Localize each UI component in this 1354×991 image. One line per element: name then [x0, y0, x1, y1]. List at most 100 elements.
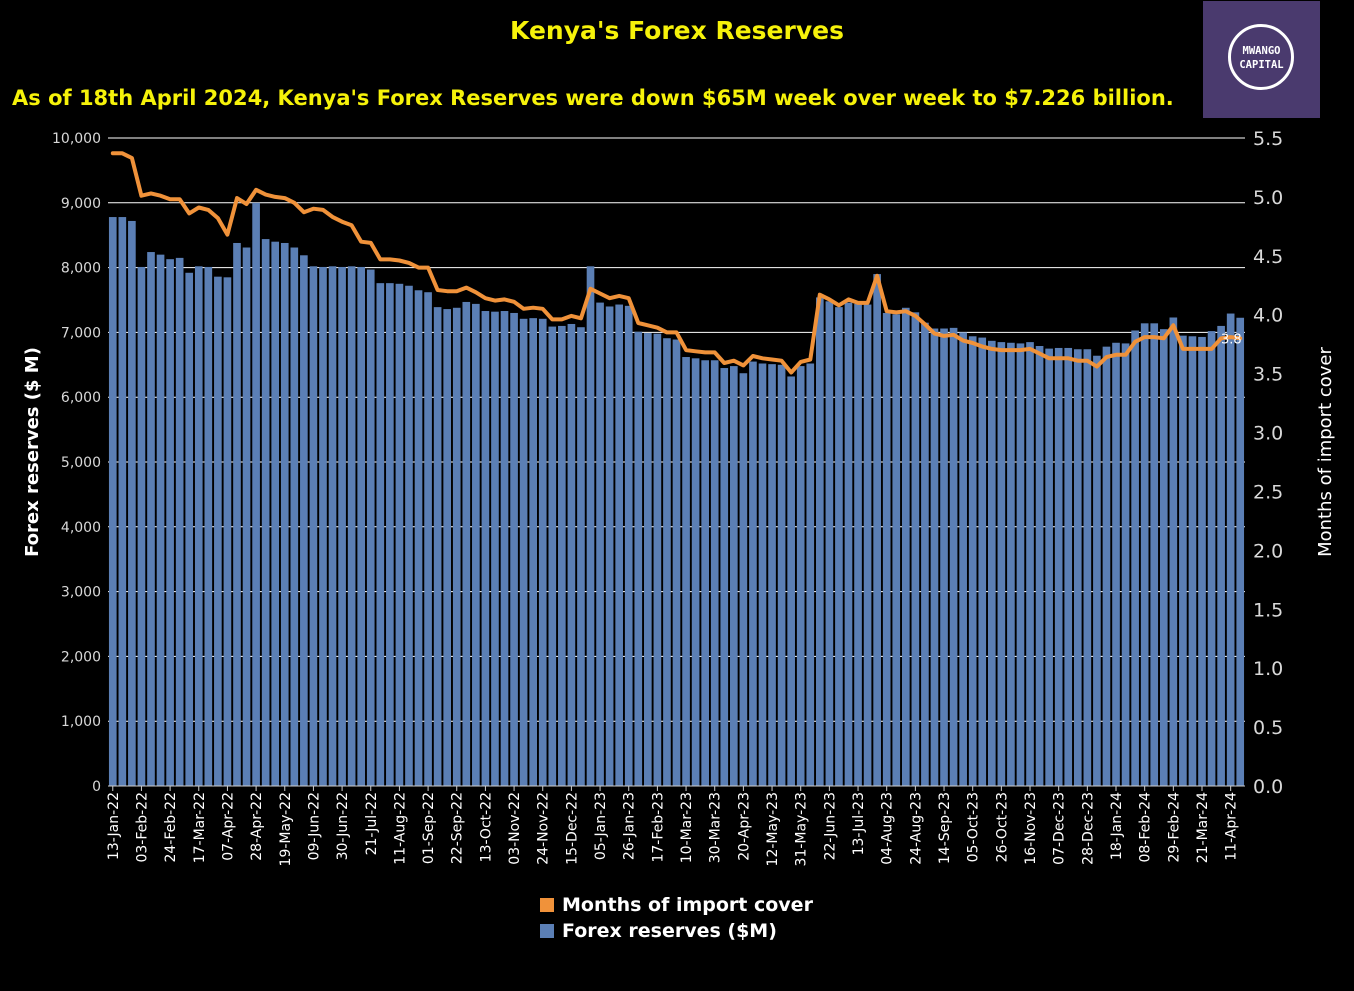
forex-bar — [1016, 343, 1025, 786]
y-axis-label: Forex reserves ($ M) — [22, 347, 43, 557]
import-cover-line: 3.8 — [110, 151, 1243, 375]
forex-bar — [624, 305, 633, 786]
forex-bar — [1102, 346, 1111, 786]
x-tick-label: 28-Apr-22 — [249, 792, 265, 861]
forex-bar — [796, 366, 805, 786]
x-tick-label: 09-Jun-22 — [306, 792, 322, 860]
forex-bar — [672, 339, 681, 786]
x-tick-label: 07-Dec-23 — [1052, 792, 1068, 865]
forex-bar — [844, 302, 853, 786]
forex-bars — [108, 202, 1245, 787]
forex-bar — [280, 242, 289, 786]
x-tick-label: 11-Aug-22 — [392, 792, 408, 865]
forex-bar — [835, 307, 843, 786]
forex-bar — [366, 269, 375, 786]
forex-bar — [586, 266, 595, 787]
import-cover-line-path — [110, 151, 1243, 375]
forex-bar — [1131, 330, 1139, 786]
x-tick-label: 29-Feb-24 — [1166, 792, 1182, 863]
forex-bar — [739, 373, 748, 786]
forex-bar — [644, 333, 652, 786]
forex-bar — [338, 266, 346, 786]
legend-item-import-cover: Months of import cover — [540, 892, 813, 918]
forex-bar — [959, 332, 967, 786]
y-tick-label: 4,000 — [61, 520, 101, 536]
forex-bar — [242, 247, 251, 787]
forex-bar — [118, 217, 127, 786]
logo-text-line1: MWANGO — [1242, 45, 1281, 57]
forex-bar — [271, 241, 280, 786]
forex-bar — [166, 259, 174, 786]
forex-bar — [194, 266, 203, 787]
legend-item-forex-reserves: Forex reserves ($M) — [540, 918, 813, 944]
forex-bar — [1064, 347, 1073, 786]
forex-bar — [1169, 317, 1178, 786]
forex-bar — [290, 247, 299, 787]
x-tick-label: 10-Mar-23 — [679, 792, 695, 863]
forex-bar — [510, 312, 518, 786]
y-tick-label: 5,000 — [61, 455, 101, 471]
x-tick-label: 24-Feb-22 — [163, 792, 179, 863]
forex-bar — [1188, 336, 1197, 786]
forex-bar — [1236, 317, 1245, 786]
y2-axis-label: Months of import cover — [1315, 347, 1336, 557]
forex-bar — [701, 360, 709, 786]
forex-bar — [1054, 347, 1063, 786]
legend-swatch-import-cover — [540, 898, 554, 912]
y2-tick-label: 1.5 — [1253, 599, 1283, 621]
left-axis: 0 1,000 2,000 3,000 4,000 5,000 6,000 7,000 8,00… — [52, 131, 101, 795]
forex-bar — [663, 338, 671, 786]
forex-bar — [204, 266, 213, 786]
x-tick-label: 28-Dec-23 — [1080, 792, 1096, 865]
chart-title: Kenya's Forex Reserves — [510, 16, 844, 45]
logo-text-line2: CAPITAL — [1239, 59, 1284, 71]
x-tick-label: 18-Jan-24 — [1109, 792, 1125, 860]
x-tick-label: 30-Jun-22 — [335, 792, 351, 860]
forex-bar — [634, 331, 643, 786]
x-tick-label: 01-Sep-22 — [421, 792, 437, 864]
forex-bar — [806, 363, 815, 786]
forex-bar — [462, 301, 471, 786]
forex-bar — [1226, 313, 1235, 786]
forex-bar — [787, 376, 795, 786]
legend-label-forex-reserves: Forex reserves ($M) — [562, 920, 777, 942]
forex-bar — [472, 303, 480, 786]
forex-bar — [691, 358, 700, 786]
forex-bar — [108, 217, 117, 786]
forex-bar — [615, 304, 623, 786]
x-tick-label: 03-Nov-22 — [507, 792, 523, 865]
forex-bar — [128, 220, 136, 787]
forex-bar — [1112, 342, 1120, 786]
x-tick-label: 26-Jan-23 — [622, 792, 638, 860]
legend-label-import-cover: Months of import cover — [562, 894, 813, 916]
forex-bar — [252, 202, 260, 787]
forex-bar — [758, 363, 767, 786]
forex-bar — [347, 266, 356, 787]
x-tick-label: 24-Aug-23 — [908, 792, 924, 865]
forex-bar — [405, 285, 413, 786]
forex-bar — [1150, 323, 1159, 786]
forex-bar — [1026, 342, 1034, 786]
x-tick-label: 14-Sep-23 — [937, 792, 953, 864]
y2-tick-label: 0.5 — [1253, 717, 1283, 739]
x-tick-label: 07-Apr-22 — [220, 792, 236, 861]
forex-bar — [1093, 355, 1101, 786]
y-tick-label: 8,000 — [61, 261, 101, 277]
x-tick-label: 22-Sep-22 — [450, 792, 466, 864]
forex-bar — [1045, 348, 1053, 786]
forex-bar — [1217, 325, 1225, 786]
forex-bar — [395, 283, 404, 786]
x-tick-label: 03-Feb-22 — [134, 792, 150, 863]
legend: Months of import cover Forex reserves ($… — [540, 892, 813, 944]
x-tick-label: 15-Dec-22 — [564, 792, 580, 865]
x-tick-label: 21-Mar-24 — [1195, 792, 1211, 863]
forex-bar — [987, 340, 996, 786]
forex-bar — [1207, 331, 1216, 786]
forex-bar — [749, 361, 757, 786]
forex-bar — [519, 318, 528, 786]
forex-bar — [1073, 349, 1082, 786]
forex-bar — [175, 257, 184, 786]
forex-bar — [147, 252, 155, 787]
forex-bar — [577, 327, 585, 786]
